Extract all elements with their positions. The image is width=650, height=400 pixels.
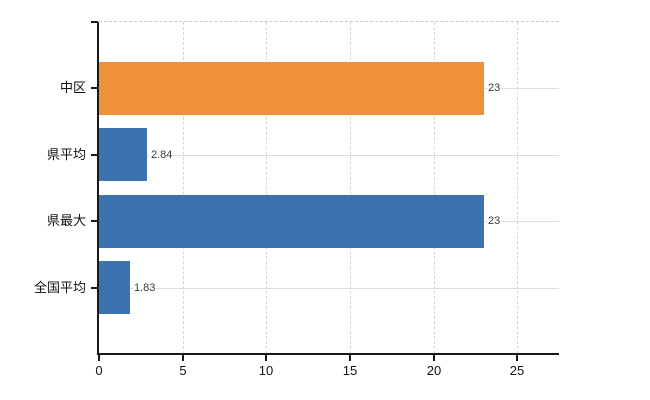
y-tick [91,154,98,156]
grid-line-horizontal [99,155,559,156]
x-tick-label: 20 [426,363,442,378]
x-tick-label: 0 [95,363,103,378]
category-label: 全国平均 [33,280,86,295]
y-axis-line [97,22,99,354]
value-label: 23 [487,81,502,95]
grid-line-vertical [349,22,351,354]
y-tick [91,21,98,23]
x-tick-label: 15 [342,363,358,378]
x-tick [265,355,267,361]
y-tick [91,220,98,222]
bar [99,128,147,181]
x-tick [98,355,100,361]
grid-line-horizontal [99,288,559,289]
bar [99,62,484,115]
grid-line-vertical [182,22,184,354]
grid-line-vertical [266,22,268,354]
x-tick-label: 5 [179,363,187,378]
category-label: 県最大 [46,213,86,228]
x-tick [516,355,518,361]
grid-line-vertical [517,22,519,354]
y-tick [91,287,98,289]
category-label: 中区 [59,80,86,95]
category-label: 県平均 [46,147,86,162]
x-axis-line [97,353,559,355]
x-tick [433,355,435,361]
plot-area: 23 2.84 23 1.83 [99,22,559,354]
value-label: 2.84 [150,148,174,162]
x-tick [349,355,351,361]
grid-line-vertical [433,22,435,354]
value-label: 1.83 [133,281,157,295]
x-tick-label: 25 [509,363,525,378]
y-tick [91,87,98,89]
x-tick-label: 10 [258,363,274,378]
value-label: 23 [487,214,502,228]
bar [99,261,130,314]
plot-top-border [99,21,559,22]
x-tick [182,355,184,361]
bar [99,195,484,248]
